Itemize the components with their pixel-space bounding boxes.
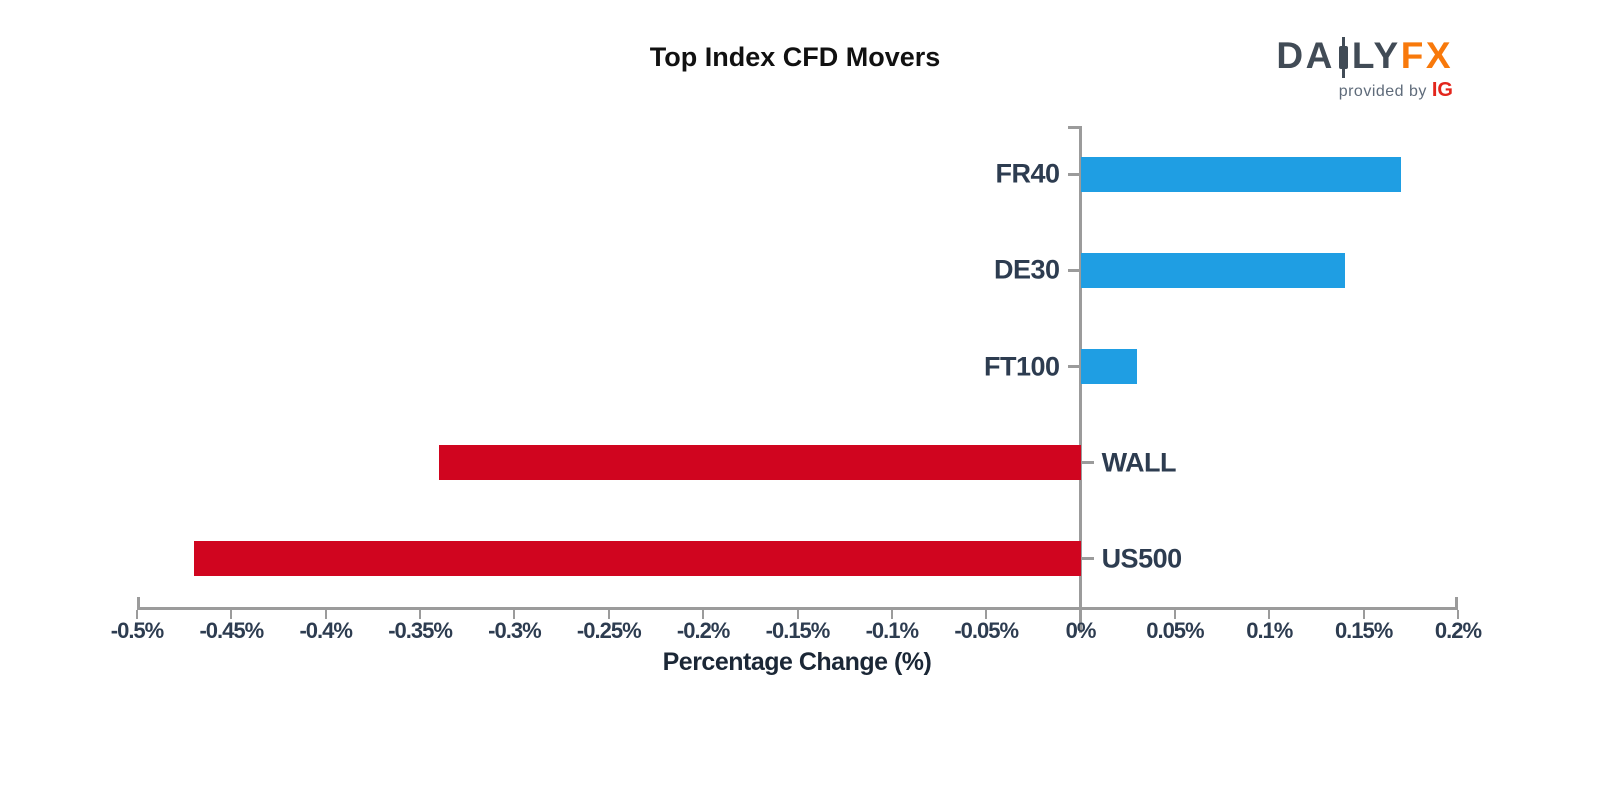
x-tick (1268, 610, 1271, 619)
x-tick-label: 0.15% (1334, 618, 1393, 643)
bar-fr40 (1080, 156, 1402, 192)
category-tick (1080, 557, 1094, 561)
category-tick (1067, 268, 1081, 272)
x-tick (230, 610, 233, 619)
logo-text-ly: LY (1351, 35, 1401, 76)
x-tick (1457, 610, 1459, 619)
x-tick-label: 0% (1065, 618, 1097, 643)
x-tick-label: -0.25% (576, 618, 642, 643)
category-tick (1067, 172, 1081, 176)
x-tick (1362, 610, 1365, 619)
x-tick-label: 0.05% (1146, 618, 1204, 643)
category-label: FT100 (984, 351, 1060, 381)
x-tick-label: -0.45% (199, 618, 264, 643)
chart-title: Top Index CFD Movers (649, 42, 941, 72)
x-tick (419, 610, 422, 619)
x-tick (136, 610, 138, 619)
x-tick-label: 0.2% (1434, 618, 1482, 643)
bar-ft100 (1080, 349, 1138, 384)
x-tick-label: -0.05% (954, 618, 1019, 643)
bar-wall (438, 445, 1081, 481)
x-tick-label: -0.2% (676, 618, 730, 643)
logo-text-da: DA (1276, 35, 1335, 76)
ig-logo: IG (1431, 79, 1453, 101)
x-tick-label: -0.1% (865, 618, 919, 643)
x-tick-label: -0.35% (388, 618, 453, 643)
x-tick (796, 610, 799, 619)
category-label: WALL (1101, 447, 1177, 478)
dailyfx-logo: DA LYFX provided by IG (1243, 36, 1453, 102)
x-tick (324, 610, 327, 619)
category-label: DE30 (994, 254, 1060, 285)
x-tick (607, 610, 610, 619)
x-tick (513, 610, 516, 619)
bar-us500 (193, 541, 1081, 577)
bar-de30 (1080, 252, 1345, 288)
provided-by-text: provided by (1338, 83, 1427, 100)
x-tick-label: -0.4% (299, 618, 352, 643)
candlestick-icon (1338, 37, 1348, 78)
x-tick (1173, 610, 1176, 619)
x-axis-right-cap (1455, 597, 1458, 607)
zero-line-top-cap (1067, 126, 1081, 129)
category-label: FR40 (995, 158, 1061, 189)
category-label: US500 (1101, 543, 1183, 574)
x-tick-label: 0.1% (1246, 618, 1293, 643)
x-axis-line (137, 607, 1458, 610)
x-tick-label: -0.15% (765, 618, 831, 643)
x-tick-label: -0.5% (110, 618, 164, 643)
category-tick (1080, 461, 1094, 465)
x-axis-title: Percentage Change (%) (662, 648, 932, 676)
x-axis-left-cap (137, 597, 140, 607)
category-tick (1067, 365, 1081, 368)
x-tick (985, 610, 988, 619)
dailyfx-wordmark: DA LYFX (1243, 35, 1453, 78)
x-tick (702, 610, 705, 619)
logo-provided-by: provided by IG (1243, 79, 1453, 102)
x-tick-label: -0.3% (488, 618, 541, 643)
logo-text-fx: FX (1400, 35, 1453, 76)
x-tick (890, 610, 893, 619)
